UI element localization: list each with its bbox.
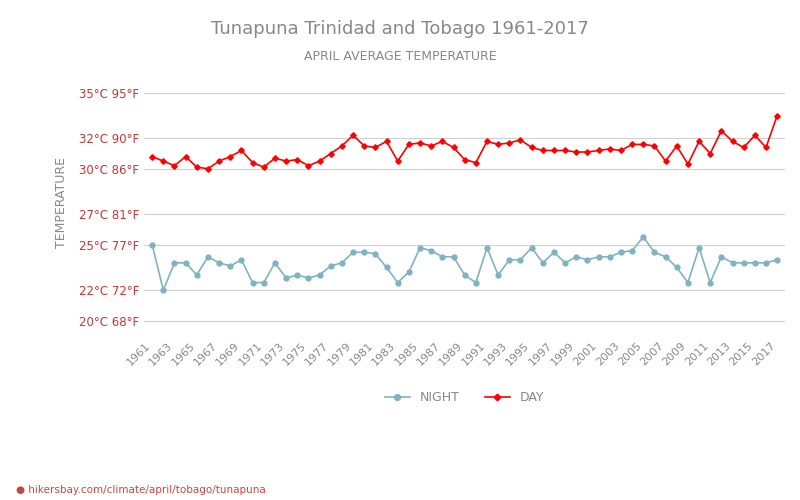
Legend: NIGHT, DAY: NIGHT, DAY (380, 386, 550, 409)
DAY (147, 154, 157, 160)
NIGHT (426, 248, 436, 254)
NIGHT (638, 234, 648, 240)
NIGHT (158, 287, 168, 293)
NIGHT (147, 242, 157, 248)
NIGHT (772, 257, 782, 263)
Text: Tunapuna Trinidad and Tobago 1961-2017: Tunapuna Trinidad and Tobago 1961-2017 (211, 20, 589, 38)
DAY (426, 143, 436, 149)
DAY (772, 112, 782, 118)
DAY (203, 166, 213, 172)
NIGHT (181, 260, 190, 266)
DAY (170, 162, 179, 168)
Text: APRIL AVERAGE TEMPERATURE: APRIL AVERAGE TEMPERATURE (304, 50, 496, 63)
DAY (582, 149, 592, 155)
DAY (326, 150, 335, 156)
NIGHT (582, 257, 592, 263)
NIGHT (192, 272, 202, 278)
NIGHT (326, 263, 335, 269)
Line: NIGHT: NIGHT (150, 234, 780, 292)
DAY (181, 154, 190, 160)
Text: ● hikersbay.com/climate/april/tobago/tunapuna: ● hikersbay.com/climate/april/tobago/tun… (16, 485, 266, 495)
Line: DAY: DAY (150, 114, 779, 170)
Y-axis label: TEMPERATURE: TEMPERATURE (55, 158, 68, 248)
NIGHT (594, 254, 603, 260)
DAY (594, 148, 603, 154)
